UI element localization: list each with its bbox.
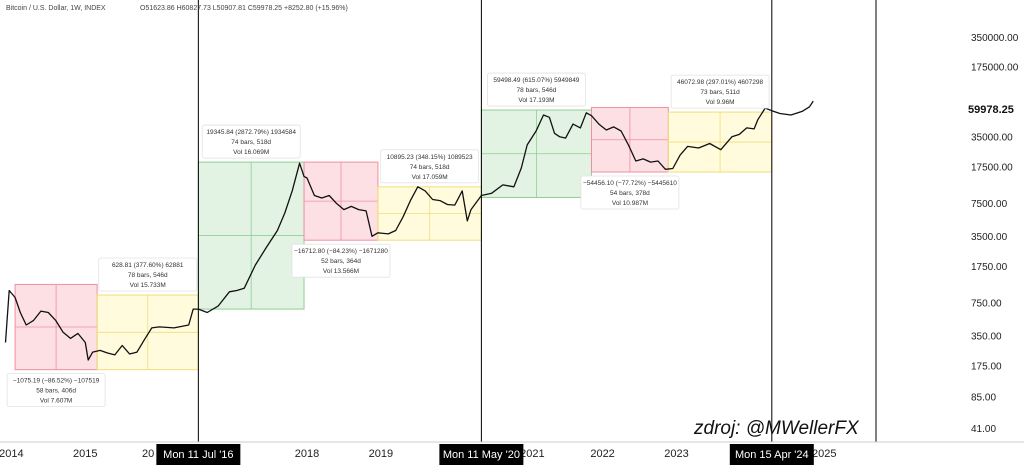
range-label-3-line-2: 74 bars, 518d (231, 139, 271, 146)
price-series-line (4, 100, 814, 361)
range-label-7: −54456.10 (−77.72%) −5445610 54 bars, 378… (580, 175, 680, 210)
last-price-label: 59978.25 (968, 104, 1014, 116)
range-label-2-line-2: 78 bars, 546d (128, 272, 168, 279)
y-tick-label: 350.00 (971, 331, 1002, 342)
x-tick-label: 2014 (0, 448, 24, 460)
range-label-1-line-3: Vol 7.607M (40, 398, 73, 405)
y-tick-label: 750.00 (971, 298, 1002, 309)
range-label-1: −1075.19 (−86.52%) −107519 58 bars, 406d V… (6, 373, 106, 408)
range-label-4-line-3: Vol 13.566M (323, 268, 359, 275)
range-label-4-bg (291, 243, 391, 278)
watermark-text: zdroj: @MWellerFX (693, 418, 860, 439)
range-label-7-line-1: −54456.10 (−77.72%) −5445610 (583, 180, 677, 187)
range-label-2-line-3: Vol 15.733M (130, 282, 166, 289)
range-label-7-line-3: Vol 10.987M (612, 200, 648, 207)
range-boxes (14, 106, 773, 371)
x-tick-label: 2018 (295, 448, 319, 460)
halving-marker-2-label: Mon 11 May '20 (443, 449, 520, 461)
x-tick-label: 2015 (73, 448, 97, 460)
x-tick-label: 2019 (369, 448, 393, 460)
halving-marker-1-bg (156, 444, 241, 465)
x-tick-label-partial: 20 (142, 448, 154, 460)
y-tick-label: 3500.00 (971, 232, 1008, 243)
range-label-4: −16712.80 (−84.23%) −1671280 52 bars, 364… (291, 243, 391, 278)
range-label-2: 628.81 (377.60%) 62881 78 bars, 546d Vol 1… (98, 257, 198, 292)
x-tick-label: 2023 (664, 448, 688, 460)
range-label-4-line-1: −16712.80 (−84.23%) −1671280 (294, 248, 388, 255)
y-tick-label: 175000.00 (971, 63, 1019, 74)
y-tick-label: 85.00 (971, 392, 996, 403)
halving-lines (197, 0, 773, 442)
range-annotations: −1075.19 (−86.52%) −107519 58 bars, 406d V… (6, 72, 770, 408)
y-tick-label: 175.00 (971, 361, 1002, 372)
range-label-8-line-2: 73 bars, 511d (700, 89, 740, 96)
range-label-8-bg (670, 74, 770, 109)
chart-header-ohlc: O51623.86 H60827.73 L50907.81 C59978.25 … (140, 5, 348, 12)
x-tick-label: 2021 (520, 448, 544, 460)
halving-marker-3-label: Mon 15 Apr '24 (735, 449, 809, 461)
range-label-8-line-1: 46072.98 (297.01%) 4607298 (677, 79, 763, 86)
range-label-2-bg (98, 257, 198, 292)
y-tick-label: 1750.00 (971, 262, 1008, 273)
range-label-4-line-2: 52 bars, 364d (321, 258, 361, 265)
chart-header-symbol: Bitcoin / U.S. Dollar, 1W, INDEX (6, 5, 106, 12)
range-label-1-bg (6, 373, 106, 408)
x-tick-label: 2022 (590, 448, 614, 460)
range-label-2-line-1: 628.81 (377.60%) 62881 (112, 262, 184, 269)
halving-marker-1-label: Mon 11 Jul '16 (163, 449, 233, 461)
y-tick-label: 7500.00 (971, 199, 1008, 210)
range-label-8: 46072.98 (297.01%) 4607298 73 bars, 511d V… (670, 74, 770, 109)
range-label-6-line-2: 78 bars, 546d (517, 87, 557, 94)
halving-marker-3-bg (729, 444, 814, 465)
range-label-7-line-2: 54 bars, 378d (610, 190, 650, 197)
range-label-1-line-2: 58 bars, 406d (36, 388, 76, 395)
halving-marker-2-bg (439, 444, 524, 465)
range-label-5-line-2: 74 bars, 518d (410, 164, 450, 171)
range-label-3-line-3: Vol 16.069M (233, 149, 269, 156)
range-label-1-line-1: −1075.19 (−86.52%) −107519 (13, 378, 100, 385)
range-label-3-line-1: 19345.84 (2872.79%) 1934584 (206, 129, 296, 136)
range-label-8-line-3: Vol 9.96M (706, 99, 735, 106)
y-tick-label: 350000.00 (971, 33, 1019, 44)
range-label-6-line-3: Vol 17.193M (518, 97, 554, 104)
range-label-6: 59498.49 (615.07%) 5949849 78 bars, 546d V… (487, 72, 586, 107)
range-label-5-bg (380, 149, 480, 184)
range-label-5-line-3: Vol 17.059M (412, 174, 448, 181)
range-label-3-bg (201, 124, 301, 159)
range-label-5: 10895.23 (348.15%) 1089523 74 bars, 518d V… (380, 149, 480, 184)
range-label-5-line-1: 10895.23 (348.15%) 1089523 (387, 154, 473, 161)
y-tick-label: 41.00 (971, 424, 996, 435)
range-label-7-bg (580, 175, 680, 210)
x-tick-label: 2025 (812, 448, 836, 460)
y-tick-label: 35000.00 (971, 132, 1013, 143)
range-label-6-line-1: 59498.49 (615.07%) 5949849 (493, 77, 579, 84)
range-label-3: 19345.84 (2872.79%) 1934584 74 bars, 518d… (201, 124, 301, 159)
range-label-6-bg (487, 72, 586, 107)
y-tick-label: 17500.00 (971, 162, 1013, 173)
price-series-group (4, 100, 814, 361)
